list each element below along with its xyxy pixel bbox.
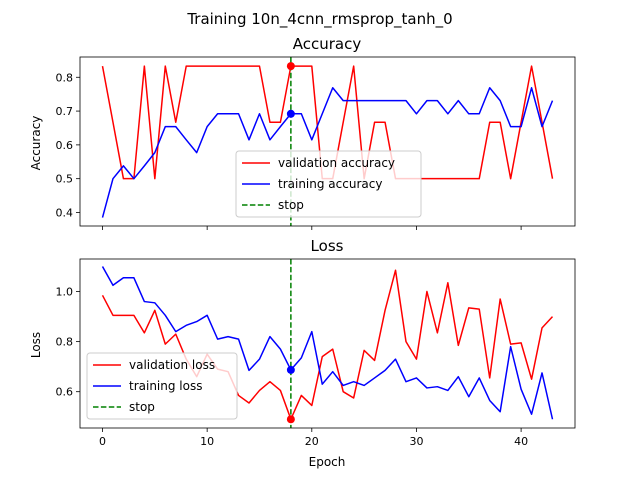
accuracy-ytick-label: 0.6 [56,139,74,152]
accuracy-ylabel: Accuracy [29,116,43,171]
accuracy-ytick-label: 0.4 [56,206,74,219]
accuracy-stop-marker [286,109,295,118]
loss-legend-label: validation loss [129,358,215,372]
loss-title: Loss [311,237,344,255]
accuracy-title: Accuracy [293,35,362,53]
loss-legend-label: training loss [129,379,202,393]
accuracy-chart: Accuracy Accuracy 0.4 0.5 0.6 0.7 0.8 validat… [29,35,576,230]
loss-xtick-label: 10 [200,435,214,448]
accuracy-ytick-label: 0.7 [56,105,74,118]
accuracy-legend-label: validation accuracy [278,156,395,170]
accuracy-legend-label: training accuracy [278,177,382,191]
loss-training-loss-line [101,266,554,420]
loss-ytick-label: 0.6 [56,386,74,399]
accuracy-legend-label: stop [278,198,304,212]
loss-stop-marker [286,415,295,424]
accuracy-axes-frame [79,56,576,227]
accuracy-ytick-label: 0.5 [56,173,74,186]
accuracy-ytick-label: 0.8 [56,71,74,84]
accuracy-stop-marker [286,62,295,71]
loss-ylabel: Loss [29,332,43,358]
loss-legend-label: stop [129,400,155,414]
loss-validation-loss-line [101,269,554,420]
loss-legend: validation loss training loss stop [86,352,238,420]
accuracy-training-accuracy-line [101,87,554,218]
loss-chart: Loss Loss Epoch 0 10 20 30 40 0.6 0.8 1.0 valida… [29,237,576,469]
loss-axes-frame [79,258,576,429]
figure-title: Training 10n_4cnn_rmsprop_tanh_0 [186,10,452,29]
loss-xtick-label: 0 [99,435,106,448]
loss-plot-area: 0 10 20 30 40 0.6 0.8 1.0 validation loss trainin… [56,258,576,448]
accuracy-legend: validation accuracy training accuracy stop [235,150,422,218]
accuracy-legend-box [235,150,422,218]
loss-xtick-label: 40 [514,435,528,448]
loss-stop-marker [286,365,295,374]
loss-legend-box [86,352,238,420]
loss-xtick-label: 20 [305,435,319,448]
loss-xlabel: Epoch [309,455,346,469]
loss-ytick-label: 0.8 [56,336,74,349]
accuracy-plot-area: 0.4 0.5 0.6 0.7 0.8 validation accuracy traini… [56,56,576,230]
loss-xtick-label: 30 [409,435,423,448]
loss-ytick-label: 1.0 [56,286,74,299]
